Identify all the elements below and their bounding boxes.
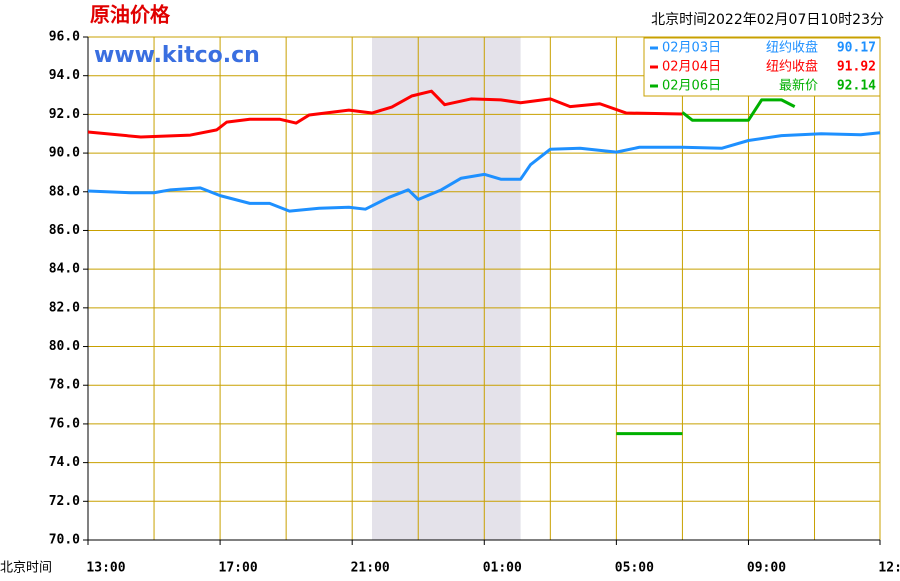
- legend-value: 90.17: [837, 41, 876, 56]
- y-tick-label: 86.0: [49, 223, 80, 238]
- legend-value: 92.14: [837, 79, 876, 94]
- x-prefix: 北京时间: [0, 561, 52, 576]
- legend-name: 02月06日: [662, 79, 721, 94]
- y-tick-label: 90.0: [49, 146, 80, 161]
- y-tick-label: 84.0: [49, 262, 80, 277]
- legend-label: 最新价: [779, 78, 818, 94]
- x-tick-label: 05:00: [615, 561, 654, 576]
- x-tick-label: 01:00: [483, 561, 522, 576]
- y-tick-label: 74.0: [49, 455, 80, 470]
- watermark: www.kitco.cn: [94, 43, 260, 68]
- shaded-region: [372, 37, 521, 540]
- legend-name: 02月03日: [662, 41, 721, 56]
- chart-title: 原油价格: [90, 3, 171, 27]
- series-line: [87, 89, 683, 139]
- x-tick-label: 12:59: [878, 561, 900, 576]
- y-tick-label: 80.0: [49, 339, 80, 354]
- x-tick-label: 09:00: [747, 561, 786, 576]
- series-line: [87, 131, 881, 213]
- x-tick-label: 13:00: [86, 561, 125, 576]
- y-tick-label: 92.0: [49, 107, 80, 122]
- legend-name: 02月04日: [662, 60, 721, 75]
- y-tick-label: 72.0: [49, 494, 80, 509]
- timestamp: 北京时间2022年02月07日10时23分: [651, 12, 884, 28]
- series-line: [616, 98, 796, 436]
- y-tick-label: 88.0: [49, 184, 80, 199]
- legend-box: [643, 37, 881, 97]
- y-tick-label: 78.0: [49, 378, 80, 393]
- y-tick-label: 82.0: [49, 300, 80, 315]
- legend-label: 纽约收盘: [766, 59, 818, 75]
- x-tick-label: 17:00: [219, 561, 258, 576]
- legend-value: 91.92: [837, 60, 876, 75]
- y-tick-label: 70.0: [49, 533, 80, 548]
- x-tick-label: 21:00: [351, 561, 390, 576]
- y-tick-label: 96.0: [49, 30, 80, 45]
- y-tick-label: 94.0: [49, 68, 80, 83]
- legend-label: 纽约收盘: [766, 40, 818, 56]
- y-tick-label: 76.0: [49, 416, 80, 431]
